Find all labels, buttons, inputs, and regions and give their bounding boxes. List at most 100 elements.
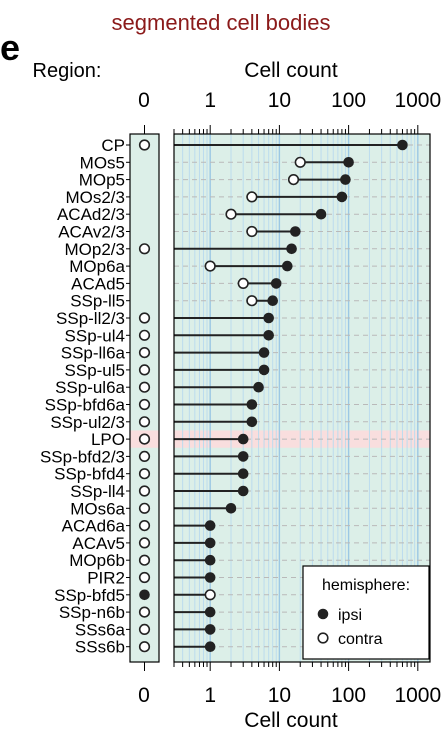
ipsi-point: [204, 537, 216, 549]
region-label: ACAd6a: [62, 517, 126, 536]
region-label: SSp-bfd5: [54, 586, 125, 605]
contra-point: [138, 519, 151, 532]
region-label: LPO: [91, 430, 125, 449]
region-label: SSp-ll5: [70, 292, 125, 311]
bottom-axis-label: Cell count: [244, 709, 338, 732]
contra-point: [138, 243, 151, 255]
contra-point: [138, 450, 151, 463]
legend-contra-marker: [317, 632, 329, 644]
region-label: SSp-bfd2/3: [40, 447, 125, 466]
contra-point: [138, 502, 151, 514]
ipsi-point: [204, 520, 216, 531]
contra-point: [138, 347, 151, 359]
ipsi-point: [204, 572, 216, 583]
contra-point: [138, 364, 151, 376]
contra-point: [138, 606, 151, 618]
contra-point: [138, 641, 151, 653]
contra-point: [138, 571, 151, 584]
ipsi-point: [253, 381, 264, 393]
contra-point: [138, 398, 151, 411]
x-tick-label-bottom: 10: [268, 684, 291, 707]
contra-point: [138, 468, 151, 480]
ipsi-point: [267, 295, 278, 307]
region-label: MOp6b: [69, 551, 125, 570]
region-label: SSp-n6b: [59, 603, 125, 622]
contra-point: [287, 174, 300, 186]
x-tick-label-top: 1: [204, 89, 216, 112]
ipsi-point: [204, 641, 216, 652]
region-label: MOp6a: [69, 257, 125, 276]
contra-point: [294, 156, 306, 168]
contra-point: [246, 191, 258, 203]
ipsi-point: [258, 364, 270, 376]
top-axis-label: Cell count: [244, 59, 338, 82]
region-label: MOp5: [79, 171, 125, 190]
ipsi-point: [340, 174, 351, 185]
contra-point: [138, 312, 151, 324]
ipsi-point: [204, 606, 216, 618]
ipsi-point: [263, 312, 274, 324]
zero-tick-label-top: 0: [138, 89, 150, 112]
ipsi-point: [204, 624, 216, 635]
region-label: MOs5: [80, 153, 125, 172]
region-label: SSp-ll4: [70, 482, 125, 501]
region-label: SSp-ul5: [65, 361, 125, 380]
legend-ipsi-label: ipsi: [338, 607, 362, 624]
x-tick-label-bottom: 1000: [394, 684, 441, 707]
ipsi-point: [290, 226, 301, 237]
legend: hemisphere: ipsi contra: [302, 565, 430, 660]
region-label: SSp-ul4: [65, 326, 125, 345]
ipsi-point: [139, 589, 150, 601]
legend-contra-label: contra: [338, 631, 383, 648]
ipsi-point: [270, 278, 282, 289]
ipsi-point: [286, 243, 297, 255]
ipsi-point: [281, 260, 293, 272]
panel-letter: e: [0, 27, 20, 68]
x-tick-label-top: 10: [268, 89, 291, 112]
contra-point: [138, 485, 151, 497]
contra-point: [138, 329, 151, 341]
zero-tick-label-bottom: 0: [138, 684, 150, 707]
contra-point: [225, 208, 237, 220]
contra-point: [138, 416, 151, 428]
contra-point: [246, 225, 258, 238]
region-label: MOs6a: [70, 499, 125, 518]
contra-point: [138, 381, 151, 393]
region-label: ACAv5: [72, 534, 125, 553]
region-label: SSs6a: [75, 620, 126, 639]
ipsi-point: [397, 139, 408, 151]
ipsi-point: [343, 157, 354, 168]
ipsi-point: [246, 399, 258, 410]
zero-panel-border: [129, 133, 160, 663]
ipsi-point: [225, 503, 237, 514]
contra-point: [138, 433, 151, 445]
contra-point: [246, 295, 258, 307]
ipsi-point: [258, 347, 270, 358]
region-label: SSp-bfd6a: [45, 396, 126, 415]
contra-point: [138, 139, 151, 151]
region-header: Region:: [33, 60, 102, 82]
legend-ipsi-marker: [317, 608, 329, 620]
legend-title: hemisphere:: [322, 577, 410, 594]
ipsi-point: [336, 191, 348, 203]
x-tick-label-bottom: 1: [204, 684, 216, 707]
chart-title: segmented cell bodies: [112, 10, 331, 35]
region-label: ACAv2/3: [58, 223, 125, 242]
x-tick-label-top: 100: [331, 89, 366, 112]
ipsi-point: [237, 433, 249, 445]
x-tick-label-top: 1000: [394, 89, 441, 112]
contra-point: [138, 554, 151, 566]
contra-point: [138, 623, 151, 636]
ipsi-point: [263, 330, 274, 341]
region-label: CP: [101, 136, 125, 155]
contra-point: [204, 589, 216, 601]
ipsi-point: [246, 416, 258, 428]
ipsi-point: [204, 554, 216, 566]
region-label: MOs2/3: [65, 188, 125, 207]
region-label: SSp-ll6a: [61, 344, 126, 363]
contra-point: [237, 277, 249, 290]
region-label: PIR2: [87, 569, 125, 588]
contra-point: [204, 260, 216, 272]
ipsi-point: [237, 468, 249, 480]
